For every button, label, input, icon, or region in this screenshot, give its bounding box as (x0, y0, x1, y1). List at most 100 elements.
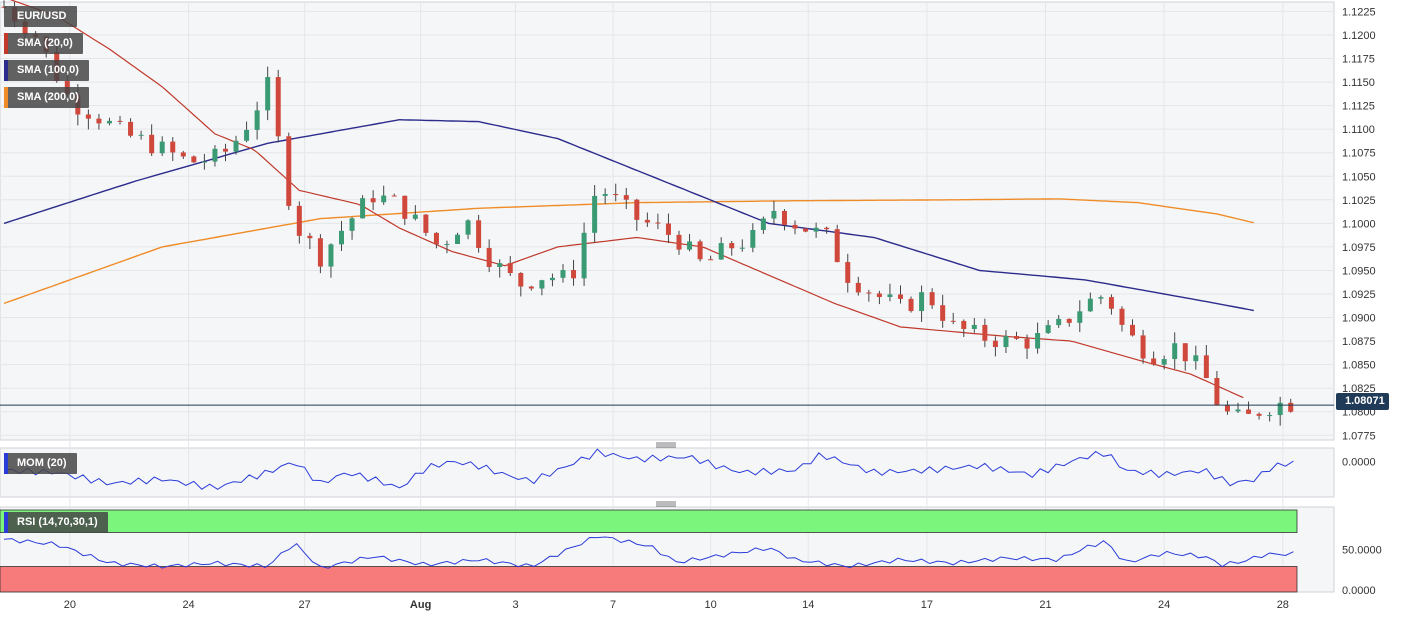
time-tick-label: 28 (1277, 599, 1289, 611)
candle-body-down (1066, 318, 1072, 323)
candle-body-down (855, 282, 861, 293)
candle-body-up (1045, 325, 1051, 334)
candle-body-down (940, 305, 946, 321)
candle-body-down (22, 21, 28, 35)
candle-body-down (897, 294, 903, 299)
candle-body-down (518, 273, 524, 287)
price-tick-label: 1.1175 (1342, 54, 1375, 66)
candle-body-up (539, 280, 545, 289)
price-tick-label: 1.0975 (1342, 242, 1376, 254)
candle-body-down (1119, 308, 1125, 325)
candle-body-up (581, 232, 587, 279)
price-tick-label: 1.0900 (1342, 313, 1376, 325)
candle-body-down (1130, 324, 1136, 336)
price-tick-label: 1.1225 (1342, 6, 1376, 18)
candle-body-up (159, 141, 165, 154)
symbol-label: EUR/USD (17, 10, 67, 22)
price-tick-label: 1.0875 (1342, 336, 1376, 348)
candle-body-up (1003, 336, 1009, 348)
time-tick-label: 21 (1039, 599, 1051, 611)
sma200-line (3, 198, 1254, 305)
candle-body-down (96, 118, 102, 124)
candle-body-down (792, 224, 798, 229)
candle-body-down (950, 320, 956, 322)
candle-body-down (1256, 413, 1262, 416)
candle-body-up (687, 241, 693, 250)
candle-body-up (1056, 318, 1062, 326)
candle-body-down (85, 114, 91, 119)
sma100-line (3, 118, 1254, 312)
candle-body-up (1077, 311, 1083, 323)
candle-body-up (760, 218, 766, 230)
time-tick-label: 24 (182, 599, 194, 611)
candle-body-down (296, 205, 302, 236)
candle-body-down (834, 229, 840, 263)
price-tick-label: 1.1150 (1342, 77, 1375, 89)
candle-body-down (486, 247, 492, 267)
candle-body-up (1235, 409, 1241, 412)
candle-body-down (317, 238, 323, 267)
candle-body-down (222, 148, 228, 152)
candle-body-up (549, 277, 555, 281)
candle-body-up (739, 247, 745, 249)
candle-body-down (1140, 335, 1146, 359)
candle-body-down (824, 227, 830, 230)
candle-body-down (370, 198, 376, 203)
candle-body-up (360, 198, 366, 219)
candle-body-up (106, 120, 112, 124)
candle-body-down (697, 241, 703, 260)
price-tick-label: 1.1200 (1342, 30, 1376, 42)
candle-body-down (644, 219, 650, 223)
rsi-tick-label: 0.0000 (1342, 585, 1376, 597)
candle-body-down (665, 223, 671, 235)
candle-body-down (507, 263, 513, 274)
candle-body-up (919, 292, 925, 312)
legend-sma20: SMA (20,0) (4, 33, 83, 54)
candle-body-down (613, 194, 619, 196)
sma100-label: SMA (100,0) (17, 64, 79, 76)
candle-body-down (876, 293, 882, 297)
last-price-label: 1.08071 (1345, 395, 1385, 407)
time-tick-label: 10 (705, 599, 717, 611)
candle-body-up (265, 77, 271, 111)
time-tick-label: 7 (610, 599, 616, 611)
price-tick-label: 1.0925 (1342, 289, 1376, 301)
mom-label: MOM (20) (17, 457, 67, 469)
candle-body-down (708, 259, 714, 261)
legend-mom: MOM (20) (4, 453, 77, 474)
candle-body-down (149, 134, 155, 154)
price-tick-label: 1.1100 (1342, 124, 1375, 136)
candle-body-up (244, 129, 250, 141)
legend-symbol: EUR/USD (4, 6, 77, 27)
candle-body-up (602, 194, 608, 196)
sma200-swatch (4, 87, 8, 108)
main-panel-bg (0, 1, 1335, 441)
candle-body-up (465, 220, 471, 235)
candle-body-up (381, 195, 387, 203)
candle-body-up (497, 263, 503, 267)
candle-body-up (1161, 359, 1167, 365)
candle-body-up (444, 244, 450, 246)
legend-sma100: SMA (100,0) (4, 60, 89, 81)
candle-body-down (170, 141, 176, 153)
candle-body-down (191, 156, 197, 163)
price-tick-label: 1.1025 (1342, 195, 1376, 207)
candle-body-down (1214, 377, 1220, 405)
candle-body-down (623, 195, 629, 200)
candle-body-down (908, 298, 914, 312)
mom-line (3, 448, 1294, 490)
candle-body-down (275, 77, 281, 137)
candle-body-up (254, 110, 260, 130)
candle-body-up (138, 134, 144, 136)
time-tick-label: 24 (1158, 599, 1170, 611)
candle-body-down (729, 243, 735, 249)
candle-body-down (1108, 297, 1114, 309)
candle-body-up (1193, 355, 1199, 362)
candle-body-up (971, 324, 977, 329)
price-tick-label: 1.1125 (1342, 101, 1375, 113)
sma100-swatch (4, 60, 8, 81)
candle-body-down (982, 324, 988, 341)
candle-body-down (402, 195, 408, 219)
